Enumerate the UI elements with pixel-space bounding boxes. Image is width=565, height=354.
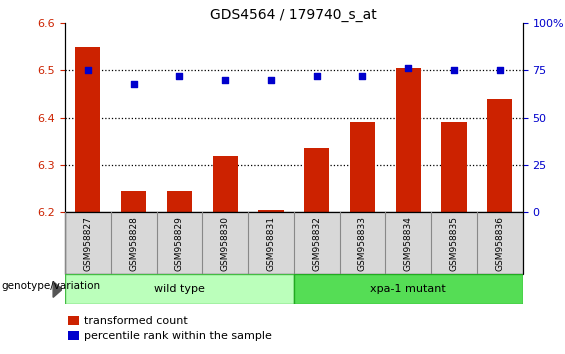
- Bar: [350, 122, 375, 212]
- Point: [84, 68, 93, 73]
- Bar: [212, 155, 238, 212]
- Point: [312, 73, 321, 79]
- Text: GSM958835: GSM958835: [450, 216, 458, 271]
- Title: GDS4564 / 179740_s_at: GDS4564 / 179740_s_at: [210, 8, 377, 22]
- Text: GSM958832: GSM958832: [312, 216, 321, 271]
- Text: GSM958834: GSM958834: [404, 216, 412, 271]
- Text: genotype/variation: genotype/variation: [1, 281, 100, 291]
- Point: [221, 77, 230, 83]
- Text: GSM958827: GSM958827: [84, 216, 92, 271]
- Text: GSM958830: GSM958830: [221, 216, 229, 271]
- Text: xpa-1 mutant: xpa-1 mutant: [370, 284, 446, 295]
- Point: [175, 73, 184, 79]
- Text: percentile rank within the sample: percentile rank within the sample: [84, 331, 272, 341]
- Bar: [121, 191, 146, 212]
- Bar: [68, 316, 79, 325]
- Point: [358, 73, 367, 79]
- Point: [403, 65, 412, 71]
- Text: GSM958836: GSM958836: [496, 216, 504, 271]
- Text: transformed count: transformed count: [84, 316, 188, 326]
- Bar: [396, 68, 421, 212]
- Point: [495, 68, 504, 73]
- Polygon shape: [53, 281, 62, 297]
- Bar: [75, 47, 101, 212]
- Point: [129, 81, 138, 86]
- Bar: [441, 122, 467, 212]
- Point: [450, 68, 459, 73]
- Bar: [258, 210, 284, 212]
- Bar: [304, 148, 329, 212]
- Bar: [167, 191, 192, 212]
- Point: [267, 77, 276, 83]
- Bar: [487, 99, 512, 212]
- Bar: [68, 331, 79, 340]
- Text: wild type: wild type: [154, 284, 205, 295]
- Bar: [294, 274, 523, 304]
- Text: GSM958828: GSM958828: [129, 216, 138, 271]
- Bar: [65, 274, 294, 304]
- Text: GSM958829: GSM958829: [175, 216, 184, 271]
- Text: GSM958831: GSM958831: [267, 216, 275, 271]
- Text: GSM958833: GSM958833: [358, 216, 367, 271]
